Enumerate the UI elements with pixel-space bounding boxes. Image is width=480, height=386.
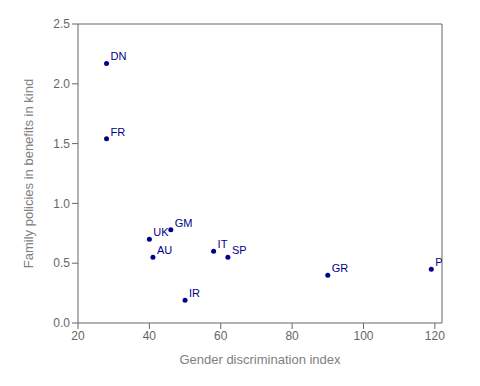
svg-text:GR: GR	[332, 262, 349, 274]
svg-text:PG: PG	[435, 256, 442, 268]
svg-text:FR: FR	[111, 126, 126, 138]
svg-text:IT: IT	[218, 238, 228, 250]
svg-text:0.5: 0.5	[53, 256, 70, 270]
svg-text:GM: GM	[175, 217, 193, 229]
svg-text:IR: IR	[189, 287, 200, 299]
svg-text:DN: DN	[111, 50, 127, 62]
svg-text:1.0: 1.0	[53, 197, 70, 211]
svg-text:40: 40	[143, 329, 157, 343]
svg-text:AU: AU	[157, 244, 172, 256]
svg-text:Family policies in benefits in: Family policies in benefits in kind	[21, 79, 36, 268]
svg-text:Gender discrimination index: Gender discrimination index	[179, 352, 341, 367]
svg-text:1.5: 1.5	[53, 137, 70, 151]
svg-text:60: 60	[214, 329, 228, 343]
svg-text:2.0: 2.0	[53, 77, 70, 91]
svg-text:20: 20	[71, 329, 85, 343]
svg-text:2.5: 2.5	[53, 17, 70, 31]
svg-text:120: 120	[425, 329, 445, 343]
svg-text:SP: SP	[232, 244, 247, 256]
svg-text:100: 100	[353, 329, 373, 343]
svg-text:UK: UK	[153, 226, 169, 238]
svg-text:0.0: 0.0	[53, 316, 70, 330]
svg-text:80: 80	[285, 329, 299, 343]
